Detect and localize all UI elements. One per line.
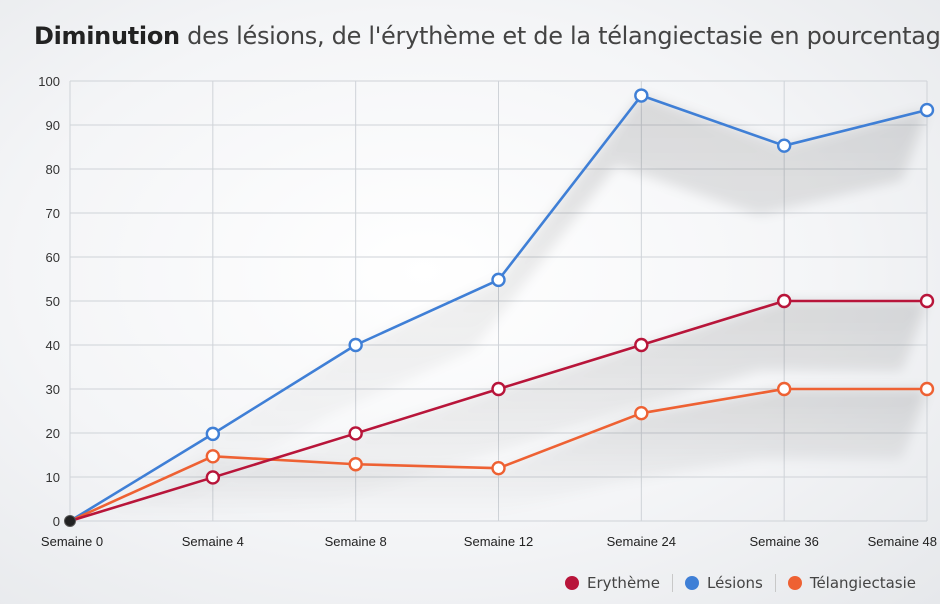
legend-dot-icon bbox=[787, 576, 802, 590]
legend-label: Lésions bbox=[707, 574, 763, 592]
series-shadows bbox=[45, 95, 927, 522]
axis-labels: 0 10 20 30 40 50 60 70 80 90 100 Semaine 0 Semaine 4… bbox=[38, 74, 937, 549]
y-tick-label: 60 bbox=[46, 250, 60, 265]
legend-label: Télangiectasie bbox=[809, 574, 916, 592]
origin-point bbox=[64, 515, 76, 527]
series-0 bbox=[69, 88, 935, 523]
legend-label: Erythème bbox=[587, 574, 661, 592]
line-chart: 0 10 20 30 40 50 60 70 80 90 100 Semaine 0 Semaine 4… bbox=[38, 74, 937, 549]
data-point[interactable] bbox=[634, 337, 649, 353]
y-tick-label: 10 bbox=[46, 470, 60, 485]
data-point[interactable] bbox=[348, 457, 363, 472]
data-point[interactable] bbox=[491, 461, 506, 476]
data-point[interactable] bbox=[634, 406, 649, 421]
x-tick-label: Semaine 8 bbox=[325, 534, 387, 549]
data-point[interactable] bbox=[634, 88, 649, 103]
legend-item-telangiectasie[interactable]: Télangiectasie bbox=[774, 574, 928, 592]
x-tick-label: Semaine 4 bbox=[182, 534, 244, 549]
legend-item-erytheme[interactable]: Erythème bbox=[553, 574, 672, 592]
y-tick-label: 0 bbox=[53, 514, 60, 529]
chart-title-strong: Diminution bbox=[34, 22, 180, 50]
y-tick-label: 80 bbox=[46, 162, 60, 177]
series-shadow bbox=[45, 389, 927, 521]
y-tick-label: 20 bbox=[46, 426, 60, 441]
data-point[interactable] bbox=[205, 449, 221, 464]
data-point[interactable] bbox=[205, 426, 221, 442]
x-tick-label: Semaine 0 bbox=[41, 534, 103, 549]
x-tick-label: Semaine 36 bbox=[749, 534, 818, 549]
chart-title: Diminution des lésions, de l'érythème et… bbox=[34, 22, 940, 50]
y-tick-label: 30 bbox=[46, 382, 60, 397]
series-lines bbox=[64, 88, 935, 527]
data-point[interactable] bbox=[348, 426, 363, 441]
data-point[interactable] bbox=[919, 293, 935, 309]
y-tick-label: 100 bbox=[38, 74, 60, 89]
x-tick-label: Semaine 24 bbox=[607, 534, 676, 549]
legend: Erythème Lésions Télangiectasie bbox=[553, 572, 928, 594]
series-1 bbox=[69, 293, 935, 523]
chart-title-rest: des lésions, de l'érythème et de la téla… bbox=[179, 22, 940, 50]
y-tick-label: 70 bbox=[46, 206, 60, 221]
y-tick-label: 40 bbox=[46, 338, 60, 353]
data-point[interactable] bbox=[919, 381, 935, 397]
legend-item-lesions[interactable]: Lésions bbox=[672, 574, 775, 592]
legend-dot-icon bbox=[685, 576, 700, 590]
data-point[interactable] bbox=[919, 102, 935, 118]
data-point[interactable] bbox=[348, 337, 363, 353]
x-tick-label: Semaine 48 bbox=[868, 534, 937, 549]
legend-dot-icon bbox=[565, 576, 580, 590]
series-2 bbox=[69, 381, 935, 523]
data-point[interactable] bbox=[776, 293, 792, 309]
data-point[interactable] bbox=[491, 381, 506, 397]
data-point[interactable] bbox=[776, 381, 792, 397]
series-shadow bbox=[45, 95, 927, 522]
data-point[interactable] bbox=[776, 138, 792, 153]
y-tick-label: 90 bbox=[46, 118, 60, 133]
y-tick-label: 50 bbox=[46, 294, 60, 309]
data-point[interactable] bbox=[491, 272, 506, 288]
x-tick-label: Semaine 12 bbox=[464, 534, 533, 549]
data-point[interactable] bbox=[205, 470, 221, 485]
